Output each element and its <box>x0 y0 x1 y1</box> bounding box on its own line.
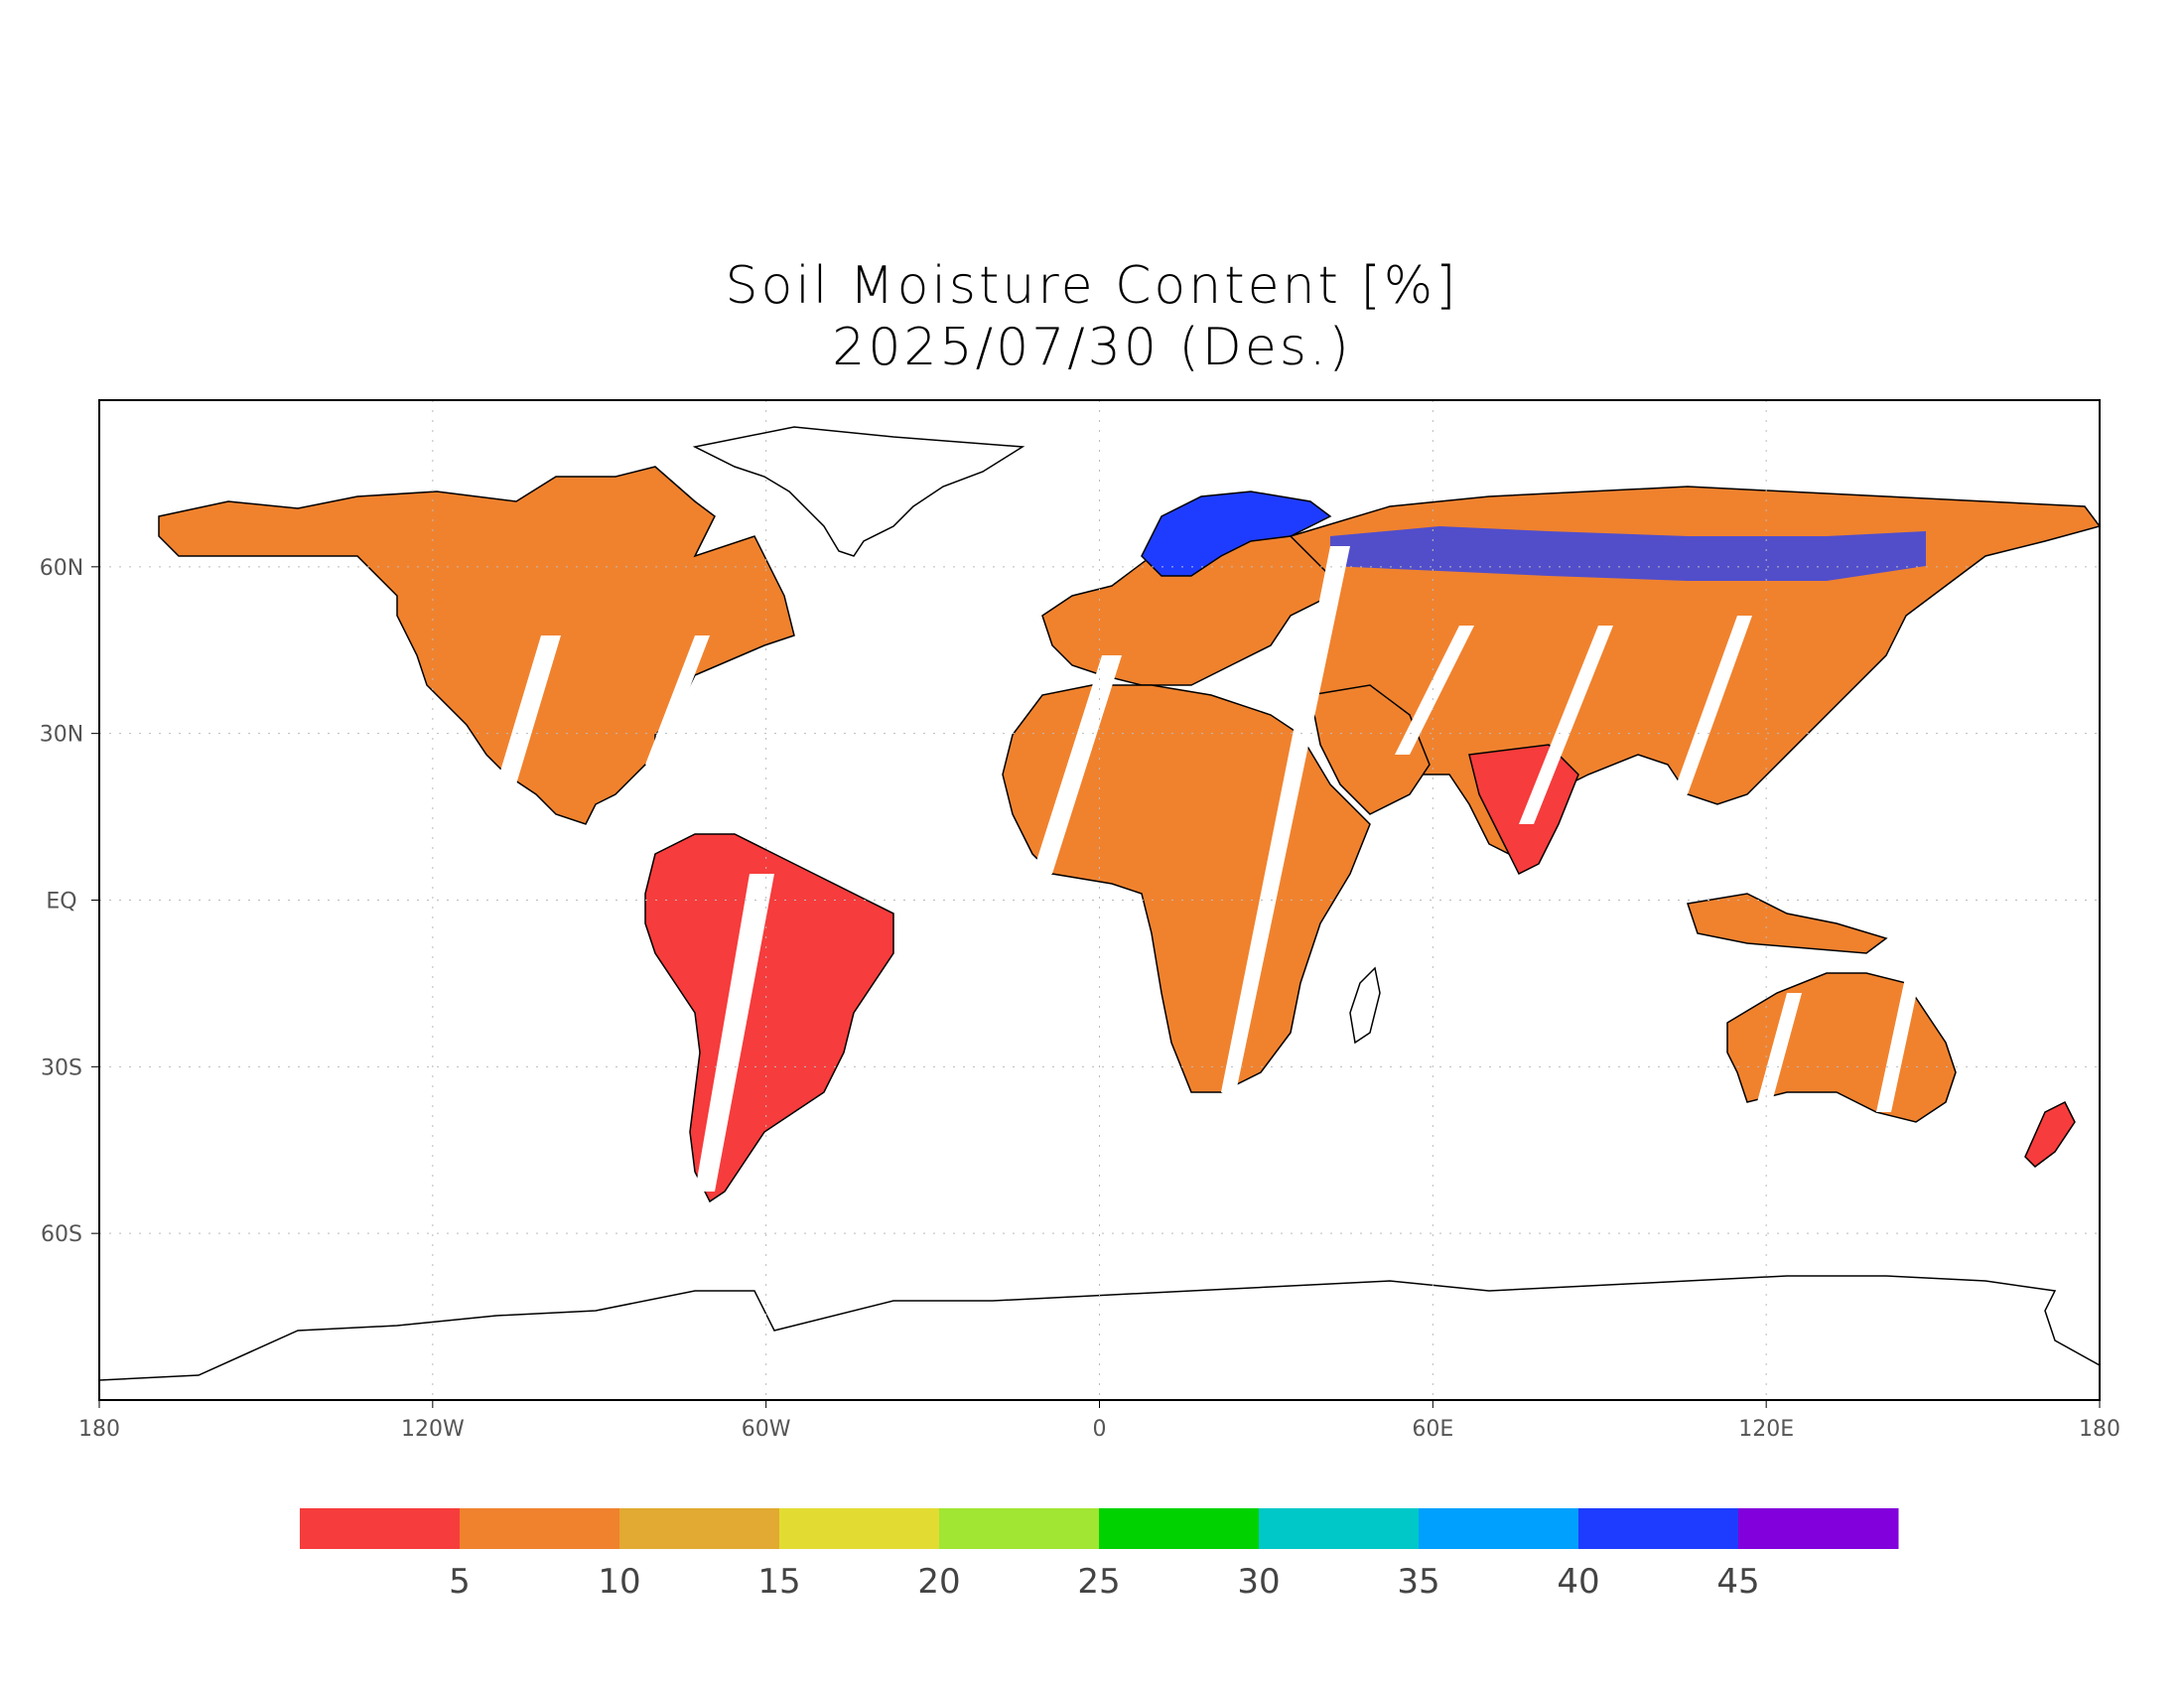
colorbar-swatch <box>1099 1508 1260 1549</box>
colorbar-label: 15 <box>757 1562 800 1602</box>
lon-tick-label: 60W <box>742 1417 791 1442</box>
lon-tick-label: 0 <box>1093 1417 1107 1442</box>
north-america-landmass <box>158 466 795 825</box>
greenland-landmass <box>692 426 1025 557</box>
lat-tick-label: 30N <box>40 723 83 748</box>
lon-tick-label: 60E <box>1412 1417 1453 1442</box>
indonesia-landmass <box>1687 893 1888 954</box>
colorbar-label: 10 <box>598 1562 640 1602</box>
scandinavia-landmass <box>1141 491 1332 577</box>
colorbar-swatch <box>1259 1508 1420 1549</box>
lat-tick-label: 60S <box>41 1222 82 1247</box>
arabia-landmass <box>1309 684 1431 815</box>
map-subtitle-date: 2025/07/30 (Des.) <box>832 318 1352 377</box>
lon-tick-label: 120E <box>1738 1417 1794 1442</box>
lon-tick-label: 120W <box>401 1417 465 1442</box>
africa-landmass <box>1002 684 1371 1093</box>
colorbar-swatch <box>460 1508 620 1549</box>
colorbar-label: 35 <box>1397 1562 1439 1602</box>
south-america-landmass <box>644 833 894 1203</box>
colorbar-label: 30 <box>1237 1562 1280 1602</box>
colorbar-label: 45 <box>1716 1562 1759 1602</box>
axis-tick-labels: 180 120W 60W 0 60E 120E 180 60N 30N EQ 30S 60S <box>40 556 2120 1442</box>
lat-tick-label: EQ <box>46 890 76 914</box>
colorbar-swatch <box>1419 1508 1579 1549</box>
colorbar-label: 25 <box>1077 1562 1120 1602</box>
colorbar: 5 10 15 20 25 30 35 40 45 <box>300 1508 1899 1602</box>
colorbar-label: 5 <box>449 1562 471 1602</box>
antarctica-landmass <box>99 1275 2100 1400</box>
colorbar-swatch <box>939 1508 1100 1549</box>
lon-tick-label: 180 <box>78 1417 120 1442</box>
colorbar-label: 40 <box>1557 1562 1599 1602</box>
new-zealand-landmass <box>2024 1100 2076 1168</box>
colorbar-swatch <box>1578 1508 1739 1549</box>
lat-tick-label: 30S <box>41 1055 82 1080</box>
lon-tick-label: 180 <box>2079 1417 2120 1442</box>
colorbar-swatch <box>1738 1508 1899 1549</box>
madagascar-landmass <box>1349 966 1381 1045</box>
map-title: Soil Moisture Content [%] <box>725 256 1459 316</box>
colorbar-swatch <box>779 1508 940 1549</box>
lat-tick-label: 60N <box>40 556 83 581</box>
colorbar-swatch <box>300 1508 461 1549</box>
colorbar-swatch <box>619 1508 780 1549</box>
colorbar-label: 20 <box>917 1562 960 1602</box>
